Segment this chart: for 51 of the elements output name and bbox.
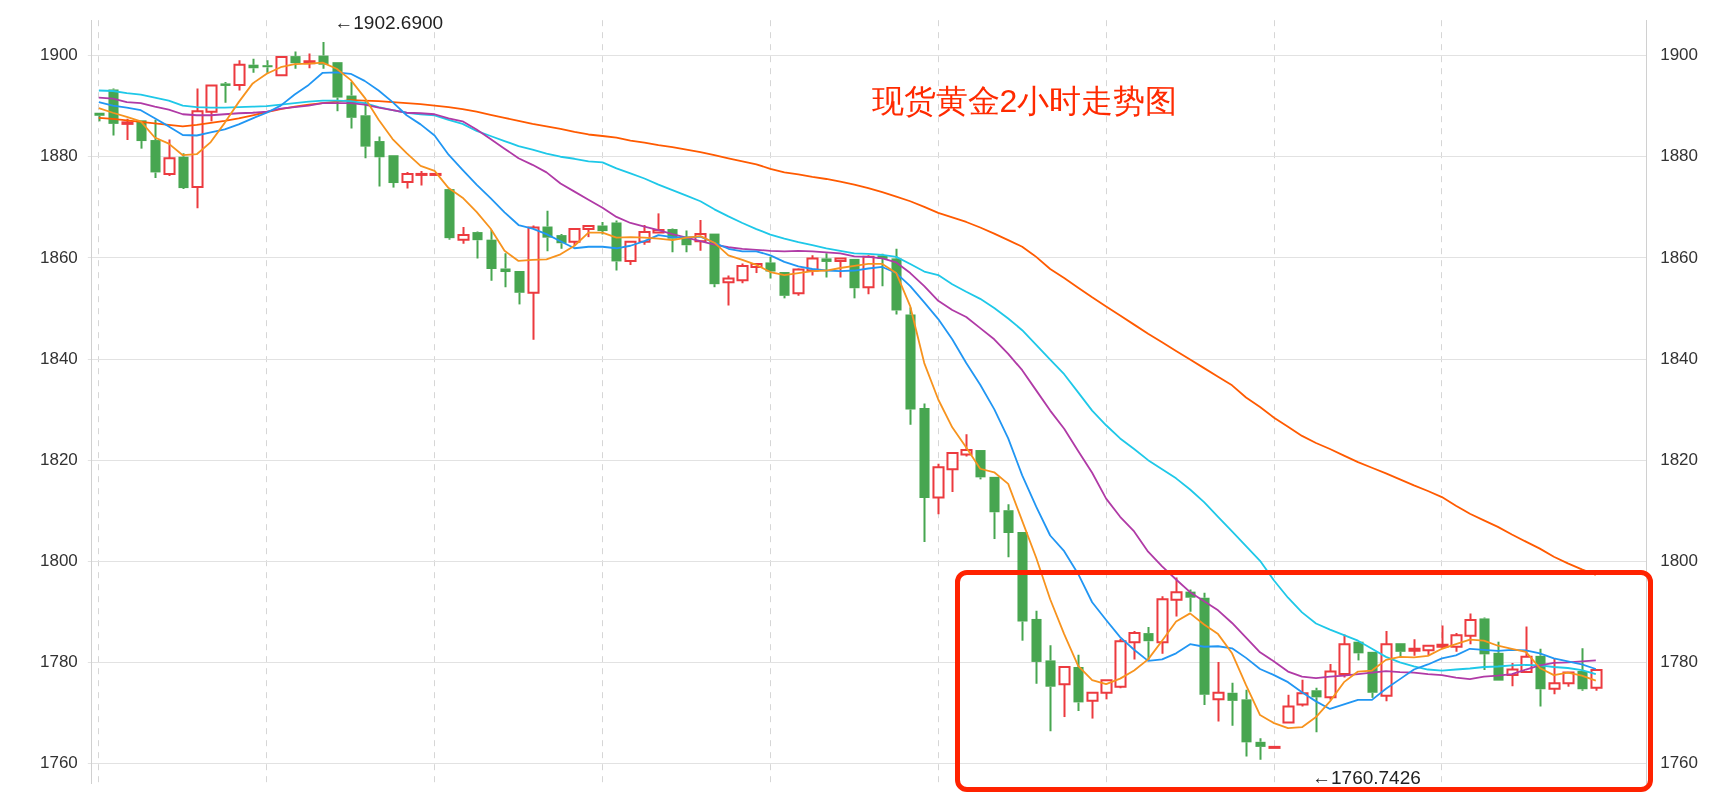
candlestick <box>444 189 455 241</box>
candlestick <box>1479 618 1490 672</box>
candlestick <box>1227 681 1238 727</box>
text: 现货黄金2小时走势图 <box>871 82 1178 119</box>
candlestick <box>1143 626 1154 662</box>
y2-tick-label: 1860 <box>1660 247 1699 267</box>
candlestick <box>1003 503 1014 559</box>
y2-tick-label: 1800 <box>1660 550 1699 570</box>
candlestick <box>1577 647 1588 692</box>
candlestick <box>905 306 916 426</box>
y-tick-label: 1840 <box>39 348 78 368</box>
y2-tick-label: 1820 <box>1660 449 1699 469</box>
candlestick <box>821 252 832 279</box>
candlestick <box>611 219 622 272</box>
candlestick <box>150 118 161 179</box>
candlestick <box>220 80 231 104</box>
candlestick <box>1045 644 1056 733</box>
candlestick <box>360 100 371 160</box>
y2-tick-label: 1780 <box>1660 652 1699 672</box>
y-tick-label: 1800 <box>39 550 78 570</box>
candlestick <box>388 155 399 189</box>
candlestick <box>975 450 986 481</box>
y-tick-label: 1820 <box>39 449 78 469</box>
y2-tick-label: 1760 <box>1660 753 1699 773</box>
y2-tick-label: 1840 <box>1660 348 1699 368</box>
candlestick <box>248 57 259 74</box>
candlestick <box>1241 688 1252 758</box>
y-tick-label: 1860 <box>39 247 78 267</box>
candlestick <box>514 271 525 306</box>
candlestick <box>500 252 511 289</box>
candlestick <box>486 229 497 282</box>
y2-tick-label: 1880 <box>1660 146 1699 166</box>
y-tick-label: 1900 <box>39 45 78 65</box>
candlestick <box>262 59 273 74</box>
candlestick <box>1199 591 1210 706</box>
candlestick <box>1353 641 1364 662</box>
annotation: ←1760.7426 <box>1311 767 1421 789</box>
candlestick <box>1367 651 1378 699</box>
candlestick <box>374 135 385 188</box>
annotation: ←1902.6900 <box>334 12 444 34</box>
candlestick <box>1031 609 1042 685</box>
candlestick <box>919 402 930 544</box>
candlestick <box>989 476 1000 541</box>
y-tick-label: 1780 <box>39 652 78 672</box>
y-tick-label: 1760 <box>39 753 78 773</box>
y-tick-label: 1880 <box>39 146 78 166</box>
candlestick <box>709 233 720 289</box>
candlestick <box>1073 653 1084 712</box>
candlestick <box>1311 686 1322 734</box>
y2-tick-label: 1900 <box>1660 45 1699 65</box>
candlestick <box>1255 737 1266 761</box>
